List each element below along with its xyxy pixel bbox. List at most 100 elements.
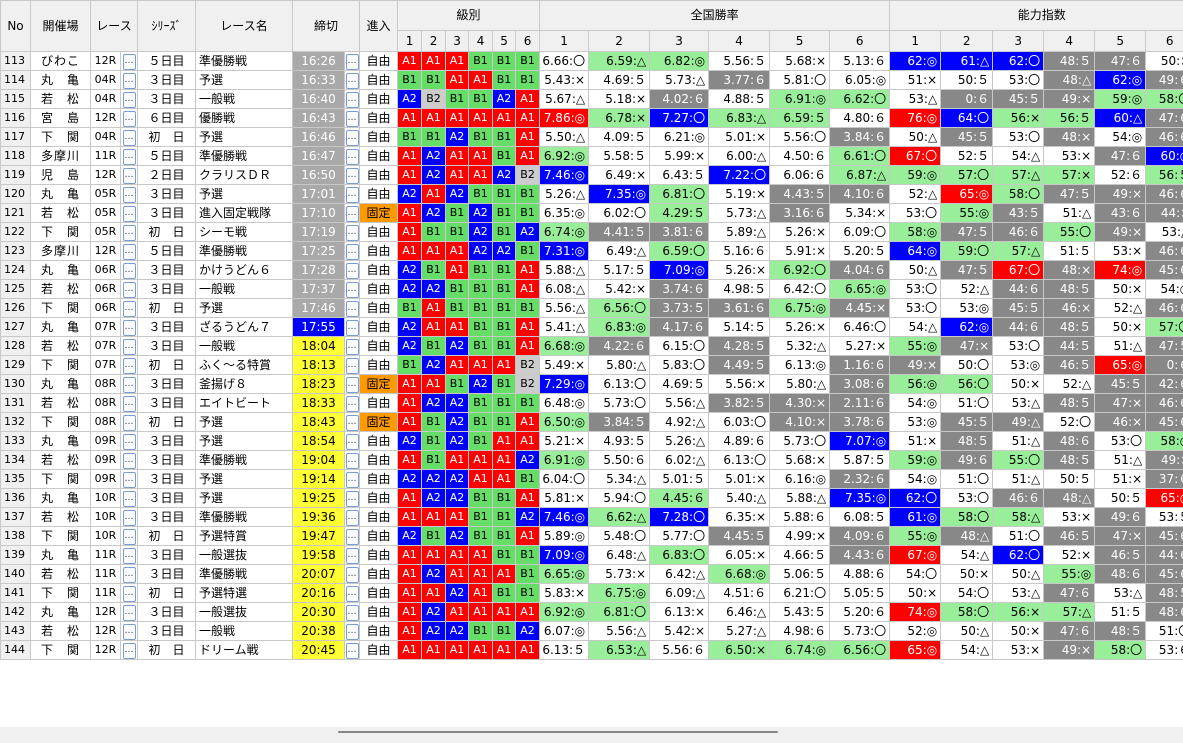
race-detail-button-cell[interactable]: … <box>120 165 138 185</box>
deadline-detail-button-cell[interactable]: … <box>343 450 361 470</box>
race-detail-button[interactable]: … <box>122 72 136 89</box>
race-detail-button-cell[interactable]: … <box>120 412 138 432</box>
deadline-detail-button[interactable]: … <box>345 623 359 640</box>
table-row[interactable]: 124 丸 亀 06R… ３日目 かけうどん６ 17:28… 自由 A2 B1 A1 B1 B1 A1 5… <box>0 260 1183 280</box>
header-class-lane-1[interactable]: 1 <box>397 30 423 52</box>
deadline-detail-button-cell[interactable]: … <box>343 184 361 204</box>
deadline-detail-button-cell[interactable]: … <box>343 89 361 109</box>
race-detail-button-cell[interactable]: … <box>120 640 138 660</box>
race-detail-button[interactable]: … <box>122 414 136 431</box>
deadline-detail-button[interactable]: … <box>345 148 359 165</box>
table-row[interactable]: 137 若 松 10R… ３日目 準優勝戦 19:36… 自由 A1 A1 A1 B1 B1 A2 7.4… <box>0 507 1183 527</box>
race-detail-button[interactable]: … <box>122 452 136 469</box>
race-detail-button[interactable]: … <box>122 110 136 127</box>
deadline-detail-button[interactable]: … <box>345 300 359 317</box>
table-row[interactable]: 138 下 関 10R… 初 日予選特賞 19:47… 自由 A2 B1 A2 B1 B1 A1 5.8… <box>0 526 1183 546</box>
race-detail-button-cell[interactable]: … <box>120 241 138 261</box>
race-detail-button[interactable]: … <box>122 395 136 412</box>
race-detail-button-cell[interactable]: … <box>120 184 138 204</box>
header-ability-lane-6[interactable]: 6 <box>1145 30 1183 52</box>
race-detail-button[interactable]: … <box>122 167 136 184</box>
deadline-detail-button-cell[interactable]: … <box>343 355 361 375</box>
race-detail-button-cell[interactable]: … <box>120 621 138 641</box>
header-ability-lane-1[interactable]: 1 <box>889 30 942 52</box>
header-venue[interactable]: 開催場 <box>30 0 91 52</box>
race-detail-button-cell[interactable]: … <box>120 355 138 375</box>
deadline-detail-button[interactable]: … <box>345 338 359 355</box>
race-detail-button-cell[interactable]: … <box>120 203 138 223</box>
table-row[interactable]: 135 下 関 09R… ３日目 予選 19:14… 自由 A2 A2 A2 A1 A1 B1 6.04:… <box>0 469 1183 489</box>
race-detail-button-cell[interactable]: … <box>120 545 138 565</box>
header-rate-lane-2[interactable]: 2 <box>588 30 651 52</box>
race-detail-button-cell[interactable]: … <box>120 298 138 318</box>
table-row[interactable]: 130 丸 亀 08R… ３日目 釜揚げ８ 18:23… 固定 A1 A1 B1 A2 B1 B2 7.2… <box>0 374 1183 394</box>
deadline-detail-button[interactable]: … <box>345 433 359 450</box>
table-row[interactable]: 132 下 関 08R… 初 日予選 18:43… 固定 A1 B1 A2 B1 B1 A1 6.50:… <box>0 412 1183 432</box>
table-row[interactable]: 114 丸 亀 04R… ３日目 予選 16:33… 自由 B1 B1 A1 A1 B1 B1 5.43:… <box>0 70 1183 90</box>
deadline-detail-button-cell[interactable]: … <box>343 602 361 622</box>
deadline-detail-button[interactable]: … <box>345 281 359 298</box>
race-detail-button[interactable]: … <box>122 566 136 583</box>
deadline-detail-button-cell[interactable]: … <box>343 127 361 147</box>
deadline-detail-button[interactable]: … <box>345 452 359 469</box>
deadline-detail-button[interactable]: … <box>345 547 359 564</box>
header-class-lane-4[interactable]: 4 <box>468 30 494 52</box>
race-detail-button-cell[interactable]: … <box>120 450 138 470</box>
race-detail-button-cell[interactable]: … <box>120 431 138 451</box>
deadline-detail-button-cell[interactable]: … <box>343 583 361 603</box>
race-detail-button-cell[interactable]: … <box>120 336 138 356</box>
table-row[interactable]: 134 若 松 09R… ３日目 準優勝戦 19:04… 自由 A1 B1 A1 A1 A1 A2 6.9… <box>0 450 1183 470</box>
deadline-detail-button[interactable]: … <box>345 585 359 602</box>
table-row[interactable]: 119 児 島 12R… ２日目 クラリスＤＲ 16:50… 自由 A1 A2 A1 A1 A2 B2 7… <box>0 165 1183 185</box>
race-detail-button[interactable]: … <box>122 509 136 526</box>
race-detail-button-cell[interactable]: … <box>120 108 138 128</box>
race-detail-button[interactable]: … <box>122 300 136 317</box>
deadline-detail-button-cell[interactable]: … <box>343 165 361 185</box>
deadline-detail-button-cell[interactable]: … <box>343 526 361 546</box>
race-detail-button-cell[interactable]: … <box>120 146 138 166</box>
deadline-detail-button[interactable]: … <box>345 490 359 507</box>
race-detail-button-cell[interactable]: … <box>120 526 138 546</box>
deadline-detail-button-cell[interactable]: … <box>343 374 361 394</box>
deadline-detail-button-cell[interactable]: … <box>343 393 361 413</box>
deadline-detail-button-cell[interactable]: … <box>343 564 361 584</box>
deadline-detail-button[interactable]: … <box>345 357 359 374</box>
race-detail-button[interactable]: … <box>122 243 136 260</box>
race-detail-button-cell[interactable]: … <box>120 222 138 242</box>
deadline-detail-button[interactable]: … <box>345 471 359 488</box>
race-detail-button[interactable]: … <box>122 91 136 108</box>
deadline-detail-button[interactable]: … <box>345 224 359 241</box>
deadline-detail-button[interactable]: … <box>345 91 359 108</box>
race-detail-button-cell[interactable]: … <box>120 89 138 109</box>
race-detail-button[interactable]: … <box>122 224 136 241</box>
horizontal-scrollbar[interactable] <box>0 727 1183 743</box>
table-row[interactable]: 141 下 関 11R… 初 日予選特選 20:16… 自由 A1 A1 A2 A1 B1 B1 5.8… <box>0 583 1183 603</box>
deadline-detail-button[interactable]: … <box>345 186 359 203</box>
deadline-detail-button[interactable]: … <box>345 72 359 89</box>
deadline-detail-button[interactable]: … <box>345 509 359 526</box>
race-detail-button-cell[interactable]: … <box>120 51 138 71</box>
table-row[interactable]: 120 丸 亀 05R… ３日目 予選 17:01… 自由 A2 A1 A2 B1 B1 B1 5.26:… <box>0 184 1183 204</box>
header-race[interactable]: レース <box>90 0 138 52</box>
deadline-detail-button-cell[interactable]: … <box>343 241 361 261</box>
race-detail-button-cell[interactable]: … <box>120 317 138 337</box>
race-detail-button-cell[interactable]: … <box>120 469 138 489</box>
race-detail-button-cell[interactable]: … <box>120 260 138 280</box>
header-rate-lane-4[interactable]: 4 <box>708 30 771 52</box>
race-detail-button[interactable]: … <box>122 433 136 450</box>
deadline-detail-button[interactable]: … <box>345 566 359 583</box>
race-detail-button[interactable]: … <box>122 357 136 374</box>
scrollbar-thumb[interactable] <box>338 731 778 733</box>
deadline-detail-button-cell[interactable]: … <box>343 51 361 71</box>
deadline-detail-button[interactable]: … <box>345 528 359 545</box>
table-row[interactable]: 123 多摩川 12R… ５日目 準優勝戦 17:25… 自由 A1 A1 A1 A2 A2 B1 7.3… <box>0 241 1183 261</box>
deadline-detail-button[interactable]: … <box>345 167 359 184</box>
race-detail-button[interactable]: … <box>122 547 136 564</box>
race-detail-button[interactable]: … <box>122 148 136 165</box>
header-ability-lane-4[interactable]: 4 <box>1043 30 1096 52</box>
deadline-detail-button-cell[interactable]: … <box>343 431 361 451</box>
deadline-detail-button-cell[interactable]: … <box>343 70 361 90</box>
deadline-detail-button[interactable]: … <box>345 604 359 621</box>
header-series[interactable]: ｼﾘｰｽﾞ <box>137 0 196 52</box>
race-detail-button[interactable]: … <box>122 490 136 507</box>
